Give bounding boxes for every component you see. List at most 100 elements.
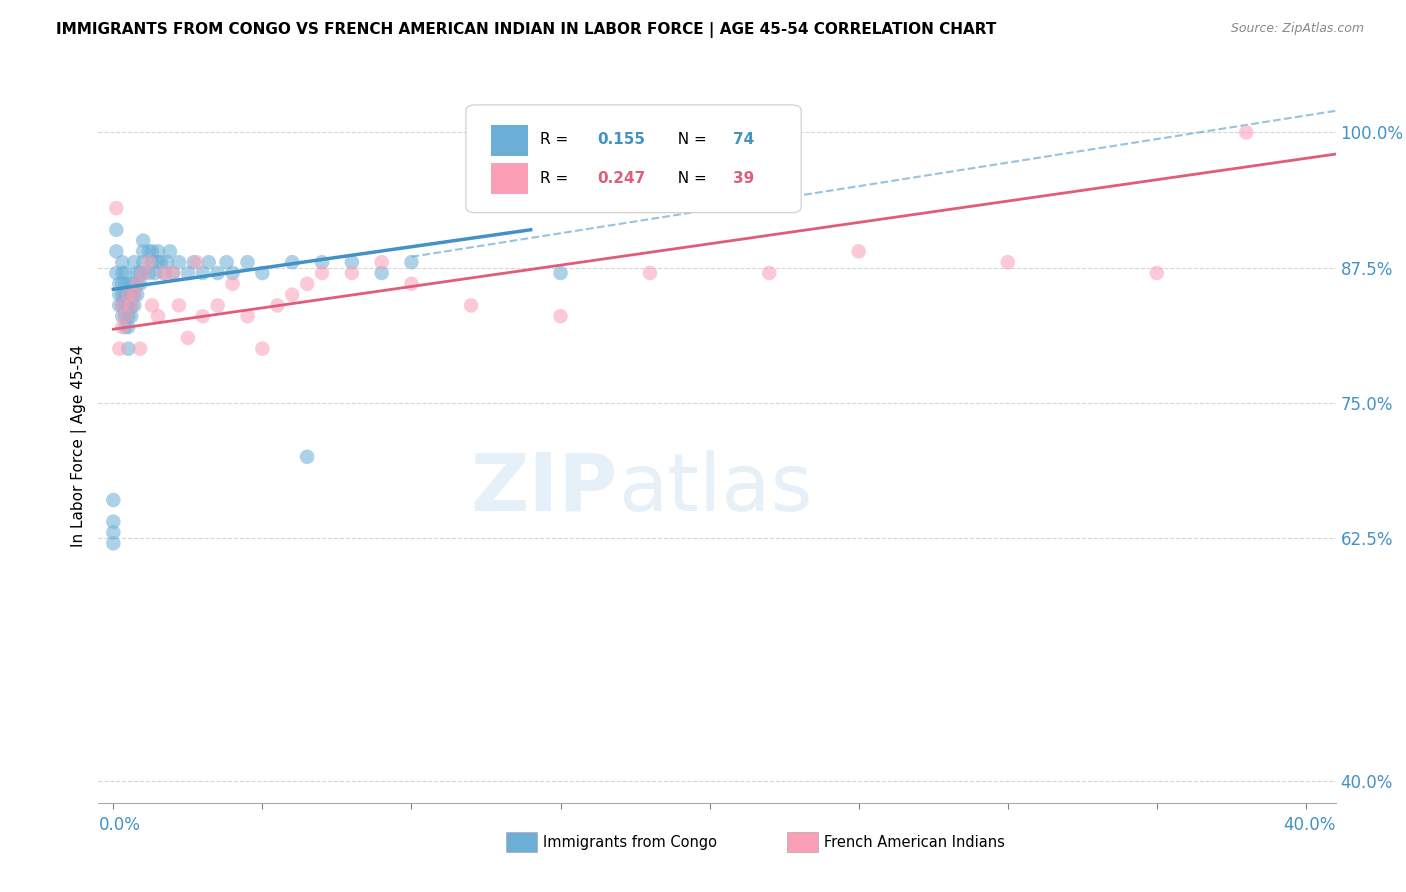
Text: Immigrants from Congo: Immigrants from Congo [543,835,717,849]
Point [153,266,176,280]
Y-axis label: In Labor Force | Age 45-54: In Labor Force | Age 45-54 [72,345,87,547]
Point [162,266,184,280]
Point [138,244,160,259]
Point [117,310,139,324]
Text: N =: N = [668,171,711,186]
Text: 0.155: 0.155 [598,132,645,147]
Point [162,266,184,280]
Point [177,331,200,345]
Text: IMMIGRANTS FROM CONGO VS FRENCH AMERICAN INDIAN IN LABOR FORCE | AGE 45-54 CORRE: IMMIGRANTS FROM CONGO VS FRENCH AMERICAN… [56,22,997,38]
Text: ZIP: ZIP [471,450,619,528]
Point [848,244,870,259]
Point [108,287,131,301]
Point [153,266,176,280]
Point [108,298,131,312]
Point [105,266,128,280]
Point [114,298,136,312]
Point [252,266,274,280]
Point [340,255,363,269]
Point [132,234,155,248]
Point [146,310,169,324]
Point [120,287,142,301]
Point [311,266,333,280]
Text: atlas: atlas [619,450,813,528]
Text: 0.0%: 0.0% [98,816,141,834]
Point [117,287,139,301]
Text: R =: R = [540,171,574,186]
Point [108,342,131,356]
Point [111,266,134,280]
Point [370,266,392,280]
Point [281,287,304,301]
Point [191,310,214,324]
Point [638,266,661,280]
Point [141,298,163,312]
FancyBboxPatch shape [465,105,801,212]
Text: 39: 39 [733,171,755,186]
Point [550,266,572,280]
Point [311,255,333,269]
Point [105,244,128,259]
Point [111,298,134,312]
Point [186,255,208,269]
Text: N =: N = [668,132,711,147]
Point [295,450,318,464]
Point [122,287,145,301]
Point [758,125,780,139]
Point [156,255,179,269]
Point [111,320,134,334]
Text: R =: R = [540,132,574,147]
Point [146,244,169,259]
Point [120,277,142,291]
Point [167,255,190,269]
Point [114,266,136,280]
Point [103,515,125,529]
Point [129,342,152,356]
Point [281,255,304,269]
Point [1146,266,1168,280]
Point [550,310,572,324]
Point [132,266,155,280]
Point [141,244,163,259]
Point [111,277,134,291]
Text: 0.247: 0.247 [598,171,645,186]
Point [129,266,152,280]
Point [340,266,363,280]
Point [207,266,229,280]
Point [117,320,139,334]
Point [122,277,145,291]
Point [111,255,134,269]
Point [114,310,136,324]
Point [129,277,152,291]
Point [127,277,149,291]
Point [191,266,214,280]
Point [111,287,134,301]
Point [236,255,259,269]
Point [197,255,219,269]
Point [122,255,145,269]
Point [997,255,1019,269]
Point [127,266,149,280]
Point [132,266,155,280]
Point [114,277,136,291]
Point [167,298,190,312]
Point [111,298,134,312]
Point [105,201,128,215]
Text: 40.0%: 40.0% [1284,816,1336,834]
Point [103,493,125,508]
Point [108,277,131,291]
Point [127,277,149,291]
Point [146,255,169,269]
Text: Source: ZipAtlas.com: Source: ZipAtlas.com [1230,22,1364,36]
Point [401,255,423,269]
Bar [491,125,527,155]
Point [1234,125,1257,139]
Point [120,298,142,312]
Text: 74: 74 [733,132,755,147]
Point [150,255,173,269]
Point [122,298,145,312]
Point [141,255,163,269]
Point [120,310,142,324]
Point [103,525,125,540]
Point [758,266,780,280]
